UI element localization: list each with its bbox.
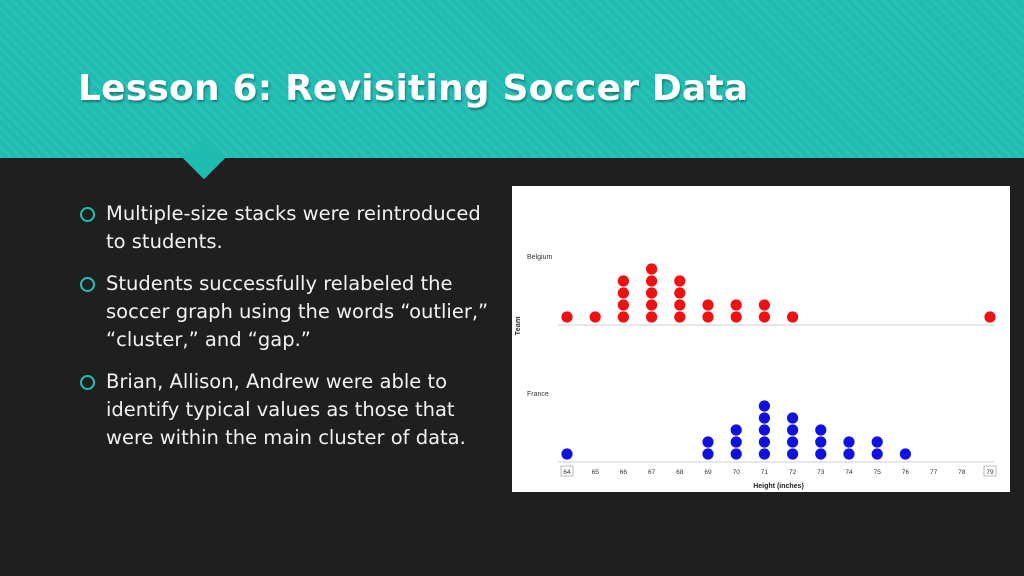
dot-france-74: [843, 448, 855, 460]
dot-france-70: [730, 424, 742, 436]
dot-belgium-68: [674, 287, 686, 299]
series-label-belgium: Belgium: [527, 254, 552, 261]
dot-belgium-66: [617, 311, 629, 323]
bullet-text: Multiple-size stacks were reintroduced t…: [106, 202, 481, 253]
bullet-item: Multiple-size stacks were reintroduced t…: [78, 200, 498, 256]
dot-france-71: [758, 412, 770, 424]
dot-belgium-66: [617, 275, 629, 287]
dot-france-73: [815, 436, 827, 448]
dot-france-72: [787, 412, 799, 424]
x-tick-label: 67: [648, 469, 656, 476]
x-tick-label: 74: [845, 469, 853, 476]
x-tick-label: 79: [986, 469, 994, 476]
x-tick-box: [560, 465, 574, 477]
x-tick-label: 70: [733, 469, 741, 476]
x-tick-label: 76: [902, 469, 910, 476]
dot-france-75: [871, 436, 883, 448]
dot-belgium-68: [674, 299, 686, 311]
dot-france-75: [871, 448, 883, 460]
dot-france-69: [702, 448, 714, 460]
x-tick-label: 71: [761, 469, 769, 476]
x-tick-label: 66: [620, 469, 628, 476]
dot-belgium-70: [730, 311, 742, 323]
dot-france-72: [787, 424, 799, 436]
dot-france-71: [758, 424, 770, 436]
slide-header: [0, 0, 1024, 158]
bullet-item: Students successfully relabeled the socc…: [78, 270, 498, 354]
dot-belgium-71: [758, 299, 770, 311]
ring-bullet-icon: [80, 207, 95, 222]
x-tick-label: 72: [789, 469, 797, 476]
dot-france-70: [730, 448, 742, 460]
dot-plot-panel: Belgium France Team 64 65 66 67 68 69 70 71 72 73 74…: [512, 186, 1010, 492]
dot-belgium-67: [646, 275, 658, 287]
y-axis-label: Team: [513, 316, 522, 335]
dot-belgium-68: [674, 311, 686, 323]
dot-france-73: [815, 448, 827, 460]
x-tick-label: 75: [874, 469, 882, 476]
dot-belgium-67: [646, 311, 658, 323]
dot-belgium-66: [617, 287, 629, 299]
x-axis-label: Height (inches): [753, 483, 804, 490]
x-tick-label: 78: [958, 469, 966, 476]
dot-belgium-69: [702, 299, 714, 311]
dot-france-72: [787, 436, 799, 448]
dot-france-71: [758, 400, 770, 412]
dot-france-64: [561, 448, 573, 460]
bullet-item: Brian, Allison, Andrew were able to iden…: [78, 368, 498, 452]
ring-bullet-icon: [80, 375, 95, 390]
dot-belgium-67: [646, 263, 658, 275]
dot-france-71: [758, 436, 770, 448]
dot-belgium-79: [984, 311, 996, 323]
dot-plot-chart: Belgium France Team 64 65 66 67 68 69 70 71 72 73 74…: [513, 254, 997, 490]
dot-belgium-67: [646, 299, 658, 311]
series-label-france: France: [527, 391, 549, 398]
dot-france-71: [758, 448, 770, 460]
x-tick-label: 73: [817, 469, 825, 476]
bullet-text: Brian, Allison, Andrew were able to iden…: [106, 370, 466, 449]
x-tick-label: 65: [592, 469, 600, 476]
dot-france-74: [843, 436, 855, 448]
x-tick-label: 68: [676, 469, 684, 476]
dot-belgium-68: [674, 275, 686, 287]
slide-title: Lesson 6: Revisiting Soccer Data: [78, 68, 749, 109]
bullet-list: Multiple-size stacks were reintroduced t…: [78, 200, 498, 466]
dot-belgium-65: [589, 311, 601, 323]
x-tick-box: [983, 465, 997, 477]
dot-france-69: [702, 436, 714, 448]
x-tick-label: 69: [704, 469, 712, 476]
x-tick-label: 64: [563, 469, 571, 476]
ring-bullet-icon: [80, 277, 95, 292]
dot-france-72: [787, 448, 799, 460]
dot-belgium-64: [561, 311, 573, 323]
dot-belgium-70: [730, 299, 742, 311]
dot-belgium-71: [758, 311, 770, 323]
dot-france-70: [730, 436, 742, 448]
dot-france-76: [899, 448, 911, 460]
bullet-text: Students successfully relabeled the socc…: [106, 272, 489, 351]
x-tick-label: 77: [930, 469, 938, 476]
dot-belgium-72: [787, 311, 799, 323]
dot-belgium-67: [646, 287, 658, 299]
dot-belgium-69: [702, 311, 714, 323]
dot-belgium-66: [617, 299, 629, 311]
dot-france-73: [815, 424, 827, 436]
